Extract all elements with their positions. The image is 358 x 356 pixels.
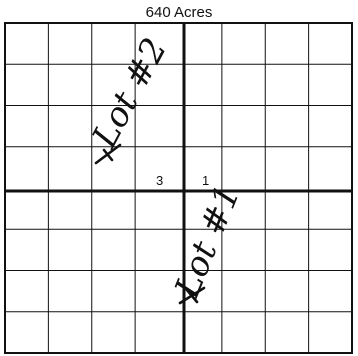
plat-title: 640 Acres — [145, 4, 213, 21]
section-number-right: 1 — [202, 173, 209, 188]
section-number-left: 3 — [156, 173, 163, 188]
lot-1-label: Lot #1 — [167, 179, 249, 304]
handwritten-lot-2: Lot #2 — [84, 32, 175, 165]
grid-lines — [5, 23, 352, 353]
handwritten-lot-1: Lot #1 — [167, 179, 249, 305]
lot-2-x-stroke-b — [102, 148, 114, 162]
lot-2-label: Lot #2 — [84, 32, 175, 156]
lot-1-x-stroke-b — [185, 288, 199, 304]
plat-border — [4, 22, 353, 354]
